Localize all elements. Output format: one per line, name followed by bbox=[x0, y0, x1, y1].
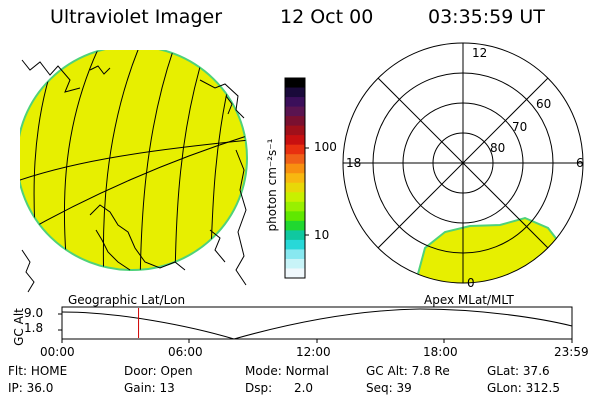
status-seq: Seq: 39 bbox=[366, 381, 412, 395]
status-glon: GLon: 312.5 bbox=[487, 381, 560, 395]
coastline bbox=[21, 249, 35, 293]
colorbar-swatch bbox=[285, 220, 305, 231]
observation-time: 03:35:59 UT bbox=[428, 6, 545, 28]
altitude-ytick-1.8: 1.8 bbox=[24, 321, 44, 335]
colorbar-swatch bbox=[285, 97, 305, 108]
mlt-line-diag2 bbox=[377, 77, 549, 249]
coastline bbox=[95, 229, 131, 271]
altitude-xtick-2359: 23:59 bbox=[554, 345, 589, 359]
colorbar-ticks bbox=[305, 147, 309, 236]
instrument-title: Ultraviolet Imager bbox=[50, 6, 223, 28]
status-ip: IP: 36.0 bbox=[8, 381, 54, 395]
altitude-xtick-1800: 18:00 bbox=[423, 345, 458, 359]
coastline bbox=[235, 149, 247, 286]
colorbar-swatch bbox=[285, 211, 305, 222]
colorbar-swatch bbox=[285, 239, 305, 250]
altitude-curve bbox=[61, 308, 573, 340]
coastline bbox=[89, 204, 186, 271]
meridian-line bbox=[139, 50, 176, 270]
status-mode: Mode: Normal bbox=[245, 364, 329, 378]
coastline bbox=[89, 65, 111, 75]
polar-caption: Apex MLat/MLT bbox=[424, 293, 514, 307]
geographic-caption: Geographic Lat/Lon bbox=[68, 293, 186, 307]
coastline bbox=[225, 95, 233, 115]
status-dsp: Dsp: 2.0 bbox=[245, 381, 314, 395]
colorbar-swatch bbox=[285, 268, 305, 279]
colorbar-swatch bbox=[285, 230, 305, 241]
colorbar-swatch bbox=[285, 78, 305, 89]
colorbar-tick-100: 100 bbox=[314, 140, 337, 154]
mlt-label-6: 6 bbox=[576, 156, 584, 170]
mlt-label-0: 0 bbox=[467, 276, 475, 290]
status-door: Door: Open bbox=[124, 364, 193, 378]
colorbar-swatch bbox=[285, 144, 305, 155]
altitude-xtick-0000: 00:00 bbox=[40, 345, 75, 359]
earth-disc bbox=[20, 50, 248, 271]
colorbar-swatch bbox=[285, 116, 305, 127]
colorbar-swatch bbox=[285, 182, 305, 193]
coastline bbox=[21, 59, 81, 93]
altitude-xtick-0600: 06:00 bbox=[168, 345, 203, 359]
colorbar-frame bbox=[284, 77, 306, 279]
status-gain: Gain: 13 bbox=[124, 381, 175, 395]
meridian-line bbox=[102, 50, 141, 270]
colorbar-swatch bbox=[285, 249, 305, 260]
observation-date: 12 Oct 00 bbox=[280, 6, 374, 28]
coastline bbox=[199, 79, 245, 119]
mlat-label-80: 80 bbox=[490, 141, 506, 155]
coastline bbox=[209, 229, 226, 263]
status-glat: GLat: 37.6 bbox=[487, 364, 550, 378]
altitude-xtick-1200: 12:00 bbox=[296, 345, 331, 359]
colorbar-swatch bbox=[285, 163, 305, 174]
colorbar-swatch bbox=[285, 173, 305, 184]
mlat-label-60: 60 bbox=[536, 97, 552, 111]
colorbar-swatch bbox=[285, 201, 305, 212]
colorbar-swatch bbox=[285, 135, 305, 146]
mlt-label-18: 18 bbox=[346, 156, 362, 170]
colorbar-swatch bbox=[285, 87, 305, 98]
colorbar-swatch bbox=[285, 192, 305, 203]
status-gcalt: GC Alt: 7.8 Re bbox=[366, 364, 450, 378]
colorbar-tick-10: 10 bbox=[314, 228, 330, 242]
parallel-line bbox=[20, 134, 247, 236]
colorbar-swatch bbox=[285, 258, 305, 269]
altitude-ytick-9: 9.0 bbox=[24, 306, 44, 320]
intensity-colorbar bbox=[284, 77, 306, 279]
mlat-label-70: 70 bbox=[512, 120, 528, 134]
status-flt: Flt: HOME bbox=[8, 364, 68, 378]
colorbar-swatch bbox=[285, 125, 305, 136]
colorbar-swatch bbox=[285, 154, 305, 165]
mlt-label-12: 12 bbox=[472, 46, 488, 60]
parallel-line bbox=[20, 139, 247, 181]
colorbar-swatch bbox=[285, 106, 305, 117]
